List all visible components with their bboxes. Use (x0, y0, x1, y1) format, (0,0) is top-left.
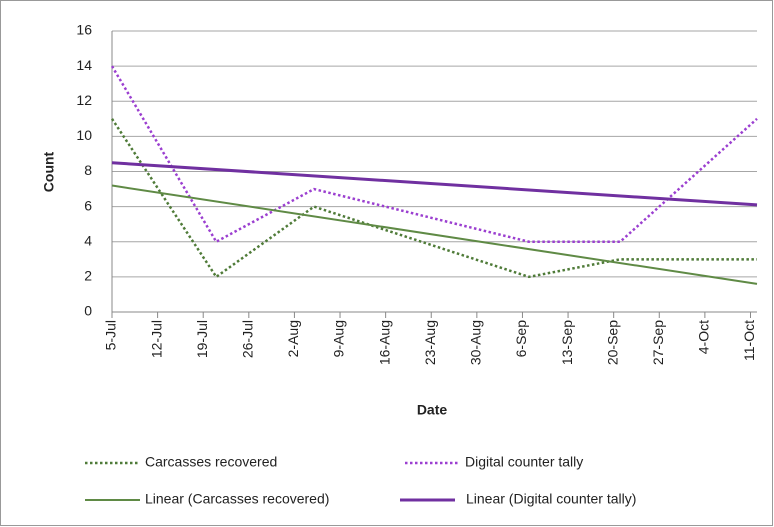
x-tick-label: 4-Oct (696, 320, 712, 354)
x-tick-label: 9-Aug (331, 320, 347, 357)
line-series (110, 65, 758, 244)
line-series (111, 184, 758, 285)
x-tick-label: 19-Jul (194, 320, 210, 358)
x-axis-title: Date (417, 402, 448, 418)
y-tick-label: 2 (84, 268, 92, 284)
y-tick-label: 10 (76, 127, 92, 143)
x-tick-label: 23-Aug (422, 320, 438, 365)
y-axis-title: Count (41, 151, 57, 192)
line-series (111, 161, 758, 207)
x-tick-label: 16-Aug (376, 320, 392, 365)
x-tick-label: 13-Sep (559, 320, 575, 365)
x-tick-label: 20-Sep (604, 320, 620, 365)
x-tick-label: 6-Sep (513, 320, 529, 358)
y-tick-label: 12 (76, 92, 92, 108)
legend-label: Linear (Digital counter tally) (466, 491, 636, 507)
x-tick-label: 11-Oct (741, 320, 757, 361)
y-tick-label: 0 (84, 303, 92, 319)
x-tick-label: 30-Aug (468, 320, 484, 365)
x-tick-label: 5-Jul (103, 320, 119, 350)
y-tick-label: 8 (84, 162, 92, 178)
y-tick-label: 4 (84, 232, 92, 248)
y-tick-label: 6 (84, 197, 92, 213)
x-tick-label: 2-Aug (285, 320, 301, 357)
legend-label: Digital counter tally (465, 454, 583, 470)
x-tick-label: 27-Sep (650, 320, 666, 365)
x-tick-label: 12-Jul (148, 320, 164, 358)
x-tick-label: 26-Jul (240, 320, 256, 358)
y-tick-label: 14 (76, 57, 92, 73)
line-series (110, 118, 757, 279)
legend-label: Linear (Carcasses recovered) (145, 491, 329, 507)
legend-label: Carcasses recovered (145, 454, 277, 470)
y-tick-label: 16 (76, 22, 92, 38)
